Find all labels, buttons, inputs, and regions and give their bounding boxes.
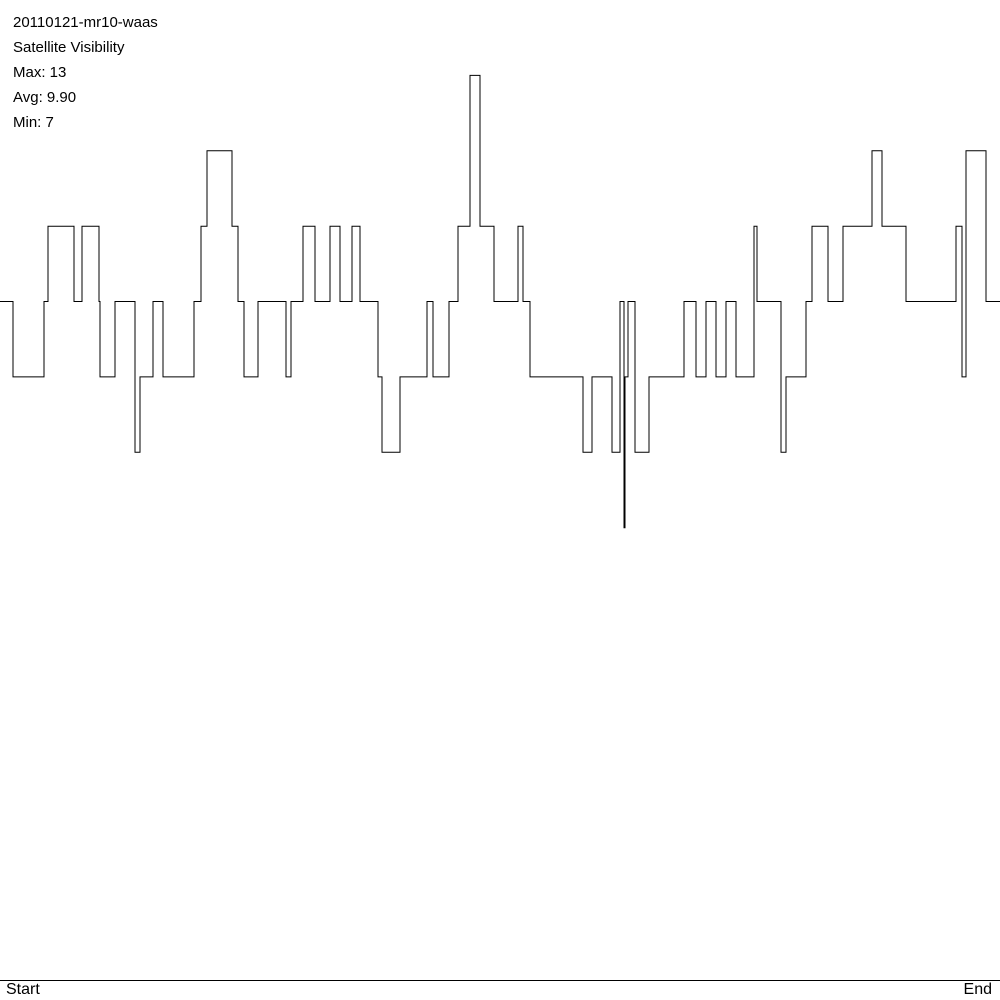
metric-label: Satellite Visibility bbox=[13, 39, 125, 56]
min-label: Min: 7 bbox=[13, 114, 54, 131]
avg-label: Avg: 9.90 bbox=[13, 89, 77, 106]
series-layer bbox=[0, 74, 1000, 529]
end-label: End bbox=[963, 981, 992, 998]
file-name-label: 20110121-mr10-waas bbox=[13, 14, 158, 31]
start-label: Start bbox=[6, 981, 40, 998]
series-line-1 bbox=[0, 74, 1000, 529]
stats-panel: 20110121-mr10-waas Satellite Visibility … bbox=[13, 10, 158, 135]
max-label: Max: 13 bbox=[13, 64, 67, 81]
